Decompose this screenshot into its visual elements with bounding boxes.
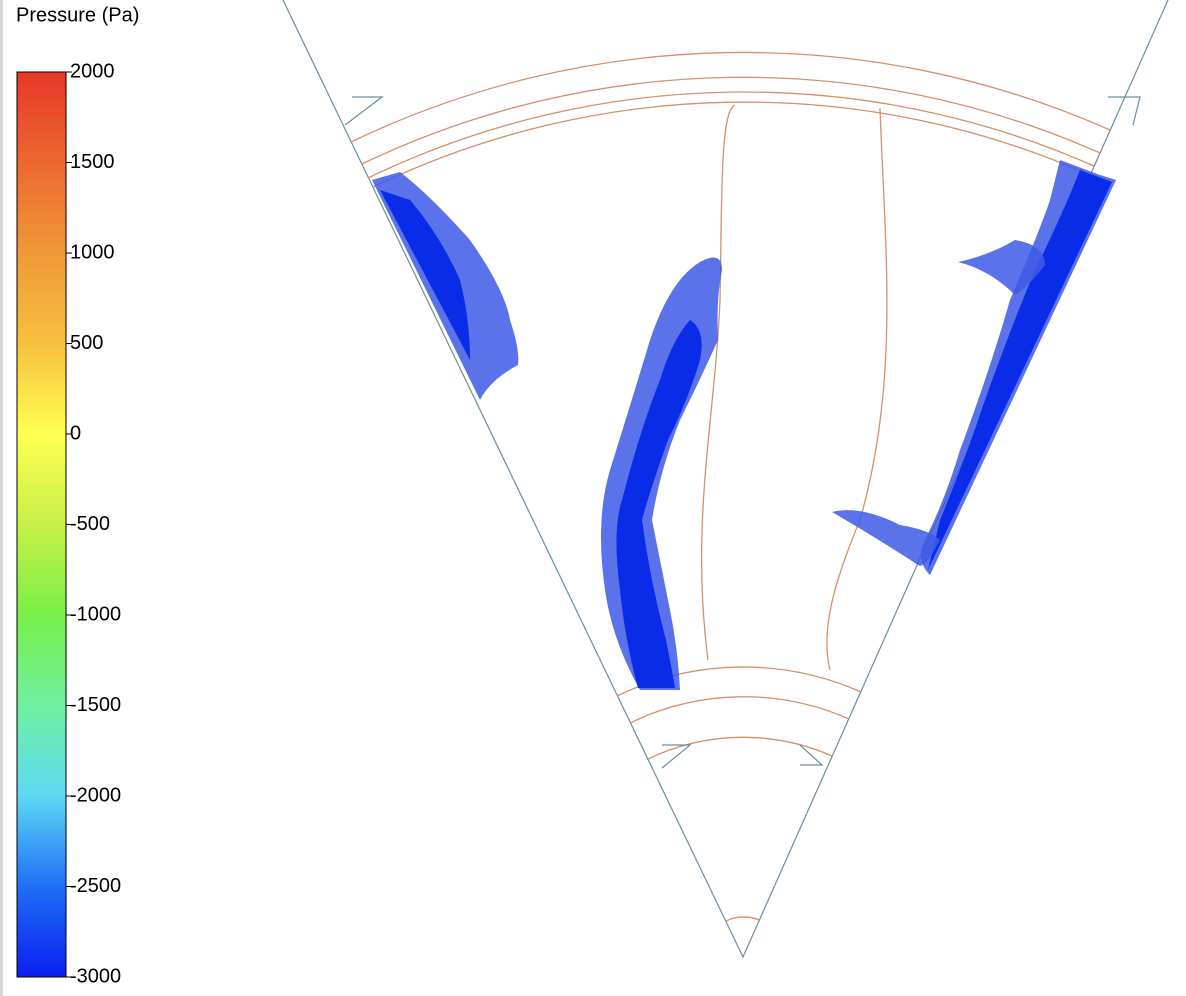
color-bar [16, 71, 67, 978]
low-pressure-core [928, 170, 1112, 570]
shroud-arc [361, 76, 1101, 165]
shroud-arc [350, 51, 1111, 143]
sector-edges [282, 0, 1169, 959]
tick-label: -2000 [70, 784, 121, 806]
hub-arc [647, 736, 833, 760]
shroud-arc [367, 91, 1095, 179]
panel-border [0, 0, 3, 996]
color-legend: Pressure (Pa) 2000 1500 1000 500 0 -500 -1000 -… [16, 4, 139, 987]
tick-label: -3000 [70, 965, 121, 987]
low-pressure-core [380, 190, 470, 360]
periodic-markers [344, 96, 1141, 769]
tick-label: -1500 [70, 694, 121, 716]
low-pressure-core [616, 320, 702, 688]
tick-label: -2500 [70, 875, 121, 897]
blade-outline [700, 104, 888, 671]
tick-label: 500 [70, 332, 103, 354]
low-pressure-region [832, 510, 940, 566]
geometry [282, 0, 1169, 959]
tick-label: -1000 [70, 603, 121, 625]
iso-surfaces [372, 160, 1116, 690]
shroud-arc [372, 101, 1091, 188]
tick-label: 1500 [70, 151, 115, 173]
tick-label: 2000 [70, 60, 115, 82]
tick-label: 1000 [70, 241, 115, 263]
tick-label: -500 [70, 513, 110, 535]
low-pressure-region [958, 240, 1045, 295]
tick-label: 0 [70, 422, 81, 444]
hub-arc [725, 916, 760, 922]
legend-title: Pressure (Pa) [16, 4, 139, 26]
hub-arc [629, 696, 850, 724]
